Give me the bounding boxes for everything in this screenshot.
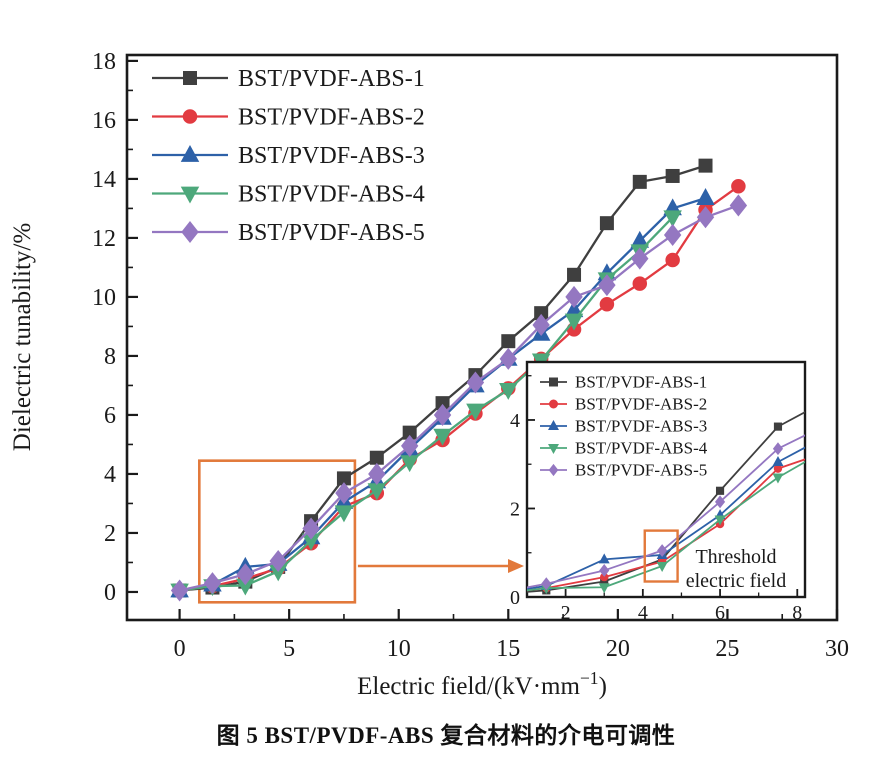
series-bst-pvdf-abs-5: [170, 194, 748, 602]
svg-text:18: 18: [92, 49, 116, 75]
legend-item: BST/PVDF-ABS-4: [152, 182, 425, 208]
inset-legend-label: BST/PVDF-ABS-5: [575, 461, 707, 480]
x-axis-label: Electric field/(kV·mm−1): [357, 668, 607, 700]
inset-legend-label: BST/PVDF-ABS-4: [575, 439, 708, 458]
svg-text:25: 25: [715, 636, 739, 662]
threshold-label-line1: Threshold: [695, 546, 776, 568]
svg-text:20: 20: [606, 636, 630, 662]
y-axis: 0 2 4 6 8 10 12 14 16 18: [92, 49, 138, 606]
inset-x-axis: 2 4 6 8: [561, 589, 802, 624]
threshold-box: [643, 529, 679, 583]
zoom-arrow: [357, 559, 524, 574]
x-axis: 0 5 10 15 20 25 30: [174, 609, 849, 662]
legend-label: BST/PVDF-ABS-3: [238, 143, 425, 169]
svg-text:Dielectric tunability/%: Dielectric tunability/%: [9, 223, 36, 451]
legend-label: BST/PVDF-ABS-5: [238, 220, 425, 246]
svg-text:0: 0: [510, 587, 520, 609]
svg-text:8: 8: [792, 602, 802, 624]
legend-item: BST/PVDF-ABS-3: [152, 143, 425, 169]
svg-text:12: 12: [92, 226, 116, 252]
svg-text:4: 4: [638, 602, 648, 624]
zoom-rectangle: [198, 459, 357, 604]
legend-item: BST/PVDF-ABS-1: [152, 66, 425, 92]
svg-text:0: 0: [174, 636, 186, 662]
inset-legend-item: BST/PVDF-ABS-2: [540, 395, 707, 414]
inset-legend-item: BST/PVDF-ABS-3: [540, 417, 707, 436]
threshold-label-line2: electric field: [686, 570, 787, 592]
svg-text:6: 6: [715, 602, 725, 624]
inset-legend-item: BST/PVDF-ABS-4: [540, 439, 708, 458]
svg-text:5: 5: [283, 636, 295, 662]
inset-legend-item: BST/PVDF-ABS-1: [540, 373, 707, 392]
y-axis-label: Dielectric tunability/%: [9, 223, 36, 451]
plot-frame: [125, 53, 839, 622]
svg-text:2: 2: [104, 521, 116, 547]
svg-text:10: 10: [387, 636, 411, 662]
svg-text:30: 30: [825, 636, 849, 662]
legend-item: BST/PVDF-ABS-2: [152, 105, 425, 131]
svg-text:15: 15: [496, 636, 520, 662]
svg-text:0: 0: [104, 580, 116, 606]
svg-text:14: 14: [92, 167, 116, 193]
inset-series: [527, 434, 805, 591]
series-line: [179, 216, 674, 592]
svg-text:4: 4: [104, 462, 116, 488]
legend-item: BST/PVDF-ABS-5: [152, 220, 425, 246]
svg-text:2: 2: [561, 602, 571, 624]
svg-text:16: 16: [92, 108, 116, 134]
svg-text:4: 4: [510, 410, 520, 432]
legend-label: BST/PVDF-ABS-2: [238, 105, 425, 131]
svg-text:2: 2: [510, 498, 520, 520]
legend: BST/PVDF-ABS-1 BST/PVDF-ABS-2 BST/PVDF-ABS…: [152, 66, 425, 246]
svg-text:6: 6: [104, 403, 116, 429]
figure-caption: 图 5 BST/PVDF-ABS 复合材料的介电可调性: [216, 723, 676, 748]
inset-legend-label: BST/PVDF-ABS-1: [575, 373, 707, 392]
svg-text:Electric field/(kV·mm−1): Electric field/(kV·mm−1): [357, 668, 607, 700]
svg-text:8: 8: [104, 344, 116, 370]
inset-legend-label: BST/PVDF-ABS-3: [575, 417, 707, 436]
inset-legend: BST/PVDF-ABS-1 BST/PVDF-ABS-2 BST/PVDF-ABS…: [540, 373, 708, 480]
legend-label: BST/PVDF-ABS-1: [238, 66, 425, 92]
inset-plot: 2 4 6 8024BST/PVDF-ABS-1BST/PVDF-ABS-2BST/P…: [510, 360, 807, 624]
legend-label: BST/PVDF-ABS-4: [238, 182, 425, 208]
inset-legend-label: BST/PVDF-ABS-2: [575, 395, 707, 414]
inset-series-group: [527, 411, 805, 595]
inset-y-axis: 0 2 4: [510, 375, 535, 609]
inset-legend-item: BST/PVDF-ABS-5: [540, 461, 707, 480]
svg-text:10: 10: [92, 285, 116, 311]
